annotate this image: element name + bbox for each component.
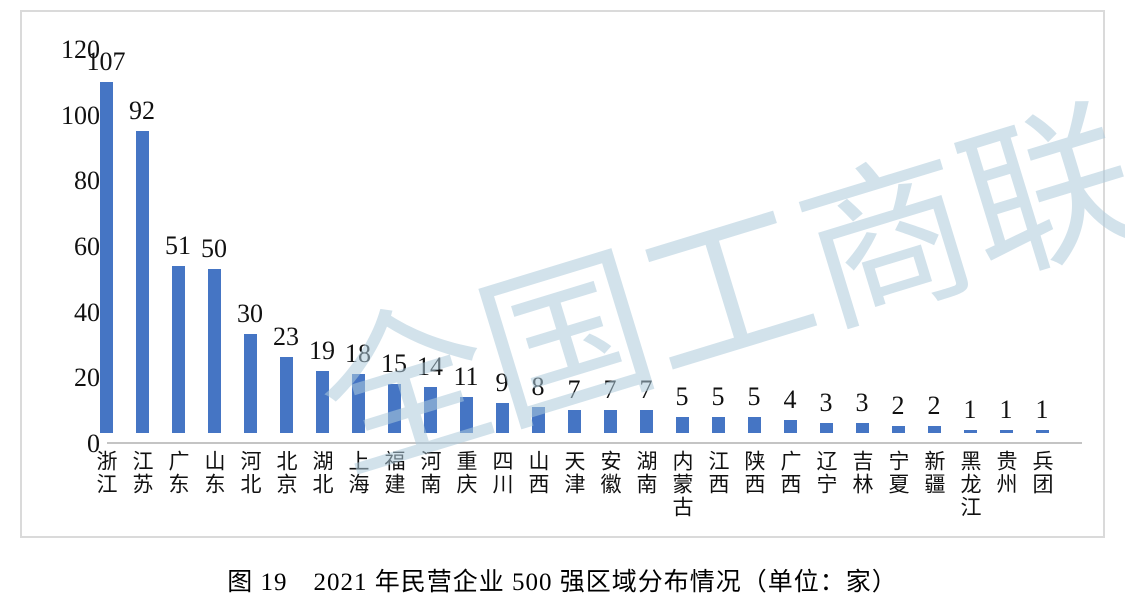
- y-tick-label: 20: [74, 363, 100, 393]
- bar: [675, 417, 689, 433]
- x-tick-label: 江西: [706, 450, 730, 496]
- bar: [783, 420, 797, 433]
- bar: [855, 423, 869, 433]
- bar: [567, 410, 581, 433]
- bar-value-label: 8: [531, 372, 545, 401]
- x-axis-line: [107, 442, 1082, 444]
- bar: [819, 423, 833, 433]
- x-tick-label: 陕西: [742, 450, 766, 496]
- bar: [711, 417, 725, 433]
- bar-value-label: 4: [783, 385, 797, 414]
- bar-value-label: 7: [567, 375, 581, 404]
- bar-value-label: 51: [165, 231, 191, 260]
- bar: [603, 410, 617, 433]
- x-tick-label: 山东: [202, 450, 226, 496]
- bar-value-label: 14: [417, 352, 443, 381]
- x-tick-label: 广西: [778, 450, 802, 496]
- bar: [495, 403, 509, 433]
- bar: [459, 397, 473, 433]
- x-tick-label: 安徽: [598, 450, 622, 496]
- x-tick-label: 福建: [382, 450, 406, 496]
- bar: [207, 269, 221, 433]
- bar-value-label: 30: [237, 299, 263, 328]
- x-tick-label: 兵团: [1030, 450, 1054, 496]
- x-tick-label: 北京: [274, 450, 298, 496]
- bar: [1035, 430, 1049, 433]
- bar-value-label: 18: [345, 339, 371, 368]
- bar: [387, 384, 401, 433]
- x-tick-label: 四川: [490, 450, 514, 496]
- figure-caption: 图 19 2021 年民营企业 500 强区域分布情况（单位：家）: [227, 569, 898, 596]
- watermark-text: 全国工商联: [299, 81, 1125, 506]
- bar: [315, 371, 329, 433]
- y-tick-label: 100: [61, 100, 100, 130]
- bar: [639, 410, 653, 433]
- bar: [891, 426, 905, 433]
- bar: [351, 374, 365, 433]
- bar-value-label: 5: [747, 382, 761, 411]
- y-tick-label: 0: [87, 429, 100, 458]
- bar-value-label: 107: [86, 47, 126, 76]
- bar-value-label: 7: [639, 375, 653, 404]
- bar: [747, 417, 761, 433]
- bar-value-label: 19: [309, 336, 335, 365]
- bar-value-label: 1: [963, 395, 977, 424]
- x-tick-label: 吉林: [850, 450, 874, 496]
- x-tick-label: 黑龙江: [958, 450, 982, 519]
- bar-value-label: 50: [201, 234, 227, 263]
- x-tick-label: 天津: [562, 450, 586, 496]
- bar-value-label: 1: [1035, 395, 1049, 424]
- bar: [963, 430, 977, 433]
- x-tick-label: 内蒙古: [670, 450, 694, 519]
- bar-value-label: 11: [453, 362, 479, 391]
- bar-value-label: 2: [927, 391, 941, 420]
- bar: [279, 357, 293, 433]
- bar-value-label: 92: [129, 96, 155, 125]
- x-tick-label: 湖南: [634, 450, 658, 496]
- bar: [423, 387, 437, 433]
- x-tick-label: 河南: [418, 450, 442, 496]
- bar-value-label: 3: [855, 388, 869, 417]
- x-tick-label: 浙江: [94, 450, 118, 496]
- x-tick-label: 贵州: [994, 450, 1018, 496]
- x-tick-label: 河北: [238, 450, 262, 496]
- chart-panel: 全国工商联 120 100 80 60 40 20 0 107 浙江 92 江苏 51 广东 50 山东 3…: [20, 10, 1125, 538]
- y-tick-label: 40: [74, 297, 100, 327]
- bar: [99, 82, 113, 433]
- bar-value-label: 2: [891, 391, 905, 420]
- x-tick-label: 湖北: [310, 450, 334, 496]
- bar: [999, 430, 1013, 433]
- bar-value-label: 7: [603, 375, 617, 404]
- bar-value-label: 23: [273, 322, 299, 351]
- bar-value-label: 5: [675, 382, 689, 411]
- x-tick-label: 上海: [346, 450, 370, 496]
- y-tick-label: 120: [61, 35, 100, 64]
- x-tick-label: 山西: [526, 450, 550, 496]
- bar-value-label: 3: [819, 388, 833, 417]
- bar-value-label: 15: [381, 349, 407, 378]
- bar: [243, 334, 257, 433]
- x-tick-label: 江苏: [130, 450, 154, 496]
- y-tick-label: 60: [74, 232, 100, 261]
- bar: [927, 426, 941, 433]
- x-tick-label: 新疆: [922, 450, 946, 496]
- bar: [171, 266, 185, 433]
- bar-value-label: 1: [999, 395, 1013, 424]
- bar: [135, 131, 149, 433]
- x-tick-label: 广东: [166, 450, 190, 496]
- bar-value-label: 5: [711, 382, 725, 411]
- x-tick-label: 辽宁: [814, 450, 838, 496]
- bar-value-label: 9: [495, 368, 509, 397]
- y-tick-label: 80: [74, 166, 100, 196]
- x-tick-label: 宁夏: [886, 450, 910, 496]
- x-tick-label: 重庆: [454, 450, 478, 496]
- bar: [531, 407, 545, 433]
